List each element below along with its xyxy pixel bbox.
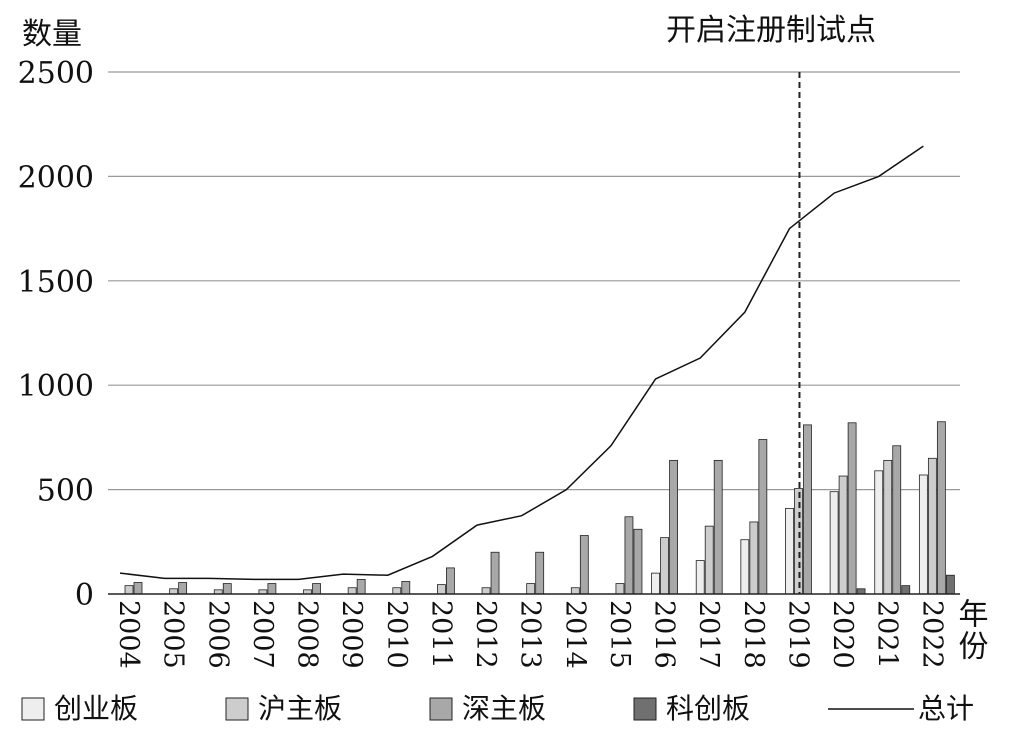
- x-tick-label: 2016: [649, 600, 680, 669]
- bar-创业板: [695, 560, 705, 595]
- bar-沪主板: [526, 583, 536, 595]
- bar-深主板: [267, 583, 277, 595]
- legend-swatch: [225, 697, 249, 721]
- annotation-label: 开启注册制试点: [666, 13, 876, 48]
- x-tick-label: 2014: [559, 600, 590, 669]
- y-tick-label: 0: [75, 578, 94, 613]
- bar-深主板: [624, 516, 634, 595]
- y-tick-label: 500: [37, 474, 94, 509]
- y-axis-label: 数量: [22, 17, 82, 52]
- total-line-group: [119, 145, 924, 581]
- y-tick-label: 1000: [18, 369, 94, 404]
- x-tick-label: 2005: [158, 600, 189, 669]
- x-tick-label: 2009: [336, 600, 367, 669]
- bar-沪主板: [927, 457, 937, 595]
- bars: [124, 421, 955, 595]
- bar-沪主板: [883, 459, 893, 595]
- legend-label: 沪主板: [258, 692, 342, 725]
- bar-深主板: [758, 439, 768, 595]
- bar-创业板: [829, 491, 839, 595]
- x-tick-label: 2004: [113, 600, 144, 669]
- y-axis-ticks: 0 500 1000 1500 2000 2500: [18, 56, 94, 613]
- bar-创业板: [740, 539, 750, 595]
- bar-沪主板: [660, 537, 669, 595]
- bar-深主板: [490, 551, 500, 595]
- x-tick-label: 2018: [738, 600, 769, 669]
- bar-深主板: [312, 583, 321, 595]
- bar-沪主板: [570, 587, 580, 595]
- x-tick-label: 2021: [872, 600, 903, 669]
- x-tick-label: 2015: [604, 600, 635, 669]
- x-tick-label: 2010: [381, 600, 412, 669]
- x-tick-label: 2008: [292, 600, 323, 669]
- y-tick-label: 2500: [18, 56, 94, 91]
- bar-创业板: [651, 572, 660, 595]
- x-tick-label: 2017: [693, 600, 724, 669]
- bar-沪主板: [347, 587, 357, 595]
- x-axis-ticks: 2004 2005 2006 2007 2008 2009 2010 2011 2012 2013…: [113, 600, 947, 669]
- x-tick-label: 2020: [827, 600, 858, 669]
- legend-swatch: [633, 697, 657, 721]
- y-tick-label: 2000: [18, 160, 94, 195]
- y-tick-label: 1500: [18, 265, 94, 300]
- bar-创业板: [785, 507, 794, 595]
- bar-深主板: [669, 459, 678, 595]
- bar-沪主板: [124, 585, 134, 595]
- bar-深主板: [178, 582, 188, 595]
- bar-深主板: [633, 528, 643, 595]
- legend-label: 总计: [918, 692, 974, 725]
- bar-科创板: [945, 574, 955, 595]
- bar-深主板: [535, 551, 545, 595]
- legend-swatch: [21, 697, 45, 721]
- total-line: [119, 145, 924, 581]
- bar-深主板: [803, 424, 812, 595]
- bar-深主板: [847, 422, 857, 595]
- bar-科创板: [901, 585, 911, 595]
- bar-沪主板: [392, 587, 402, 595]
- bar-深主板: [401, 581, 411, 595]
- bar-沪主板: [615, 583, 625, 595]
- bar-深主板: [892, 445, 902, 595]
- legend-label: 科创板: [666, 692, 750, 725]
- x-tick-label: 2012: [470, 600, 501, 669]
- x-axis-label: 年份: [953, 598, 989, 662]
- bar-深主板: [222, 583, 232, 595]
- bar-沪主板: [169, 588, 179, 595]
- x-tick-label: 2019: [782, 600, 813, 669]
- bar-深主板: [579, 535, 589, 595]
- legend-swatch: [429, 697, 453, 721]
- x-tick-label: 2022: [916, 600, 947, 669]
- bar-沪主板: [704, 525, 714, 595]
- bar-沪主板: [749, 521, 759, 595]
- x-tick-label: 2011: [425, 600, 456, 669]
- bar-沪主板: [481, 587, 491, 595]
- bar-深主板: [713, 459, 723, 595]
- bar-深主板: [356, 578, 366, 595]
- bar-沪主板: [838, 475, 848, 595]
- legend-label: 深主板: [462, 692, 546, 725]
- bar-科创板: [856, 588, 866, 595]
- legend: 创业板 沪主板 深主板 科创板 总计: [21, 692, 974, 725]
- bar-创业板: [874, 470, 884, 595]
- x-tick-label: 2007: [247, 600, 278, 669]
- x-tick-label: 2013: [515, 600, 546, 669]
- bar-深主板: [446, 567, 455, 595]
- x-tick-label: 2006: [202, 600, 233, 669]
- bar-沪主板: [437, 584, 446, 595]
- legend-label: 创业板: [54, 692, 138, 725]
- gridlines: [108, 71, 960, 491]
- bar-创业板: [918, 474, 928, 595]
- bar-深主板: [936, 421, 946, 595]
- bar-深主板: [133, 582, 143, 595]
